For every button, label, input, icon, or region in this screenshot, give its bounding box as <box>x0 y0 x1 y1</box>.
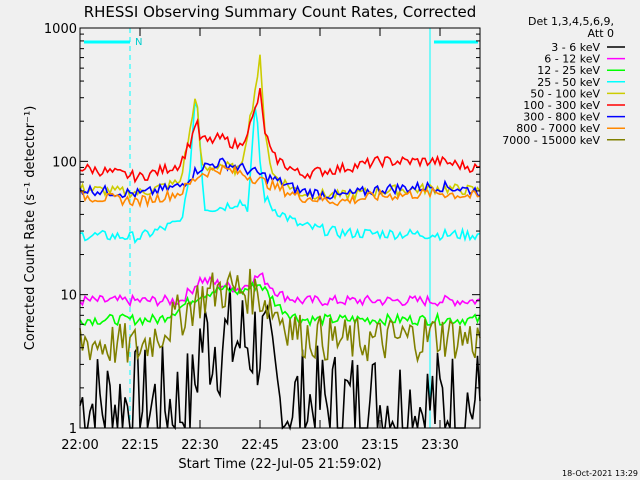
legend-label: 800 - 7000 keV <box>516 122 600 135</box>
x-tick-label: 22:00 <box>61 438 98 453</box>
series-group <box>79 54 481 431</box>
legend-label: 3 - 6 keV <box>551 41 600 54</box>
x-tick-label: 23:00 <box>301 438 338 453</box>
series-line <box>79 272 481 308</box>
series-line <box>79 280 481 328</box>
y-tick-label: 10 <box>60 289 77 304</box>
series-line <box>79 87 481 184</box>
legend-header-line: Att 0 <box>588 27 614 40</box>
plot-frame <box>79 27 481 429</box>
legend-label: 100 - 300 keV <box>523 99 600 112</box>
x-tick-label: 23:15 <box>361 438 398 453</box>
x-tick-label: 23:30 <box>421 438 458 453</box>
legend-header-line: Det 1,3,4,5,6,9, <box>528 15 614 28</box>
series-line <box>79 101 481 245</box>
x-axis-title: Start Time (22-Jul-05 21:59:02) <box>178 457 381 472</box>
legend-label: 25 - 50 keV <box>537 76 600 89</box>
series-line <box>79 268 481 364</box>
series-line <box>79 286 481 431</box>
axes: 22:00 22:15 22:30 22:45 23:00 23:15 23:30 1 10 10… <box>44 22 480 453</box>
legend-label: 50 - 100 keV <box>530 87 600 100</box>
x-tick-label: 22:15 <box>121 438 158 453</box>
y-tick-label: 1000 <box>44 22 77 37</box>
y-axis-title: Corrected Count Rate (s⁻¹ detector⁻¹) <box>23 106 38 351</box>
x-tick-label: 22:30 <box>181 438 218 453</box>
series-line <box>79 164 481 209</box>
plot-lines: N <box>79 28 481 428</box>
x-tick-label: 22:45 <box>241 438 278 453</box>
series-line <box>79 157 481 201</box>
footer-date: 18-Oct-2021 13:29 <box>562 469 638 478</box>
y-tick-label: 1 <box>69 422 77 437</box>
legend-label: 300 - 800 keV <box>523 111 600 124</box>
legend-label: 7000 - 15000 keV <box>502 134 600 147</box>
n-marker-label: N <box>135 37 142 48</box>
legend-label: 6 - 12 keV <box>544 53 600 66</box>
chart-title: RHESSI Observing Summary Count Rates, Co… <box>84 3 477 21</box>
y-tick-label: 100 <box>52 155 77 170</box>
legend-label: 12 - 25 keV <box>537 64 600 77</box>
